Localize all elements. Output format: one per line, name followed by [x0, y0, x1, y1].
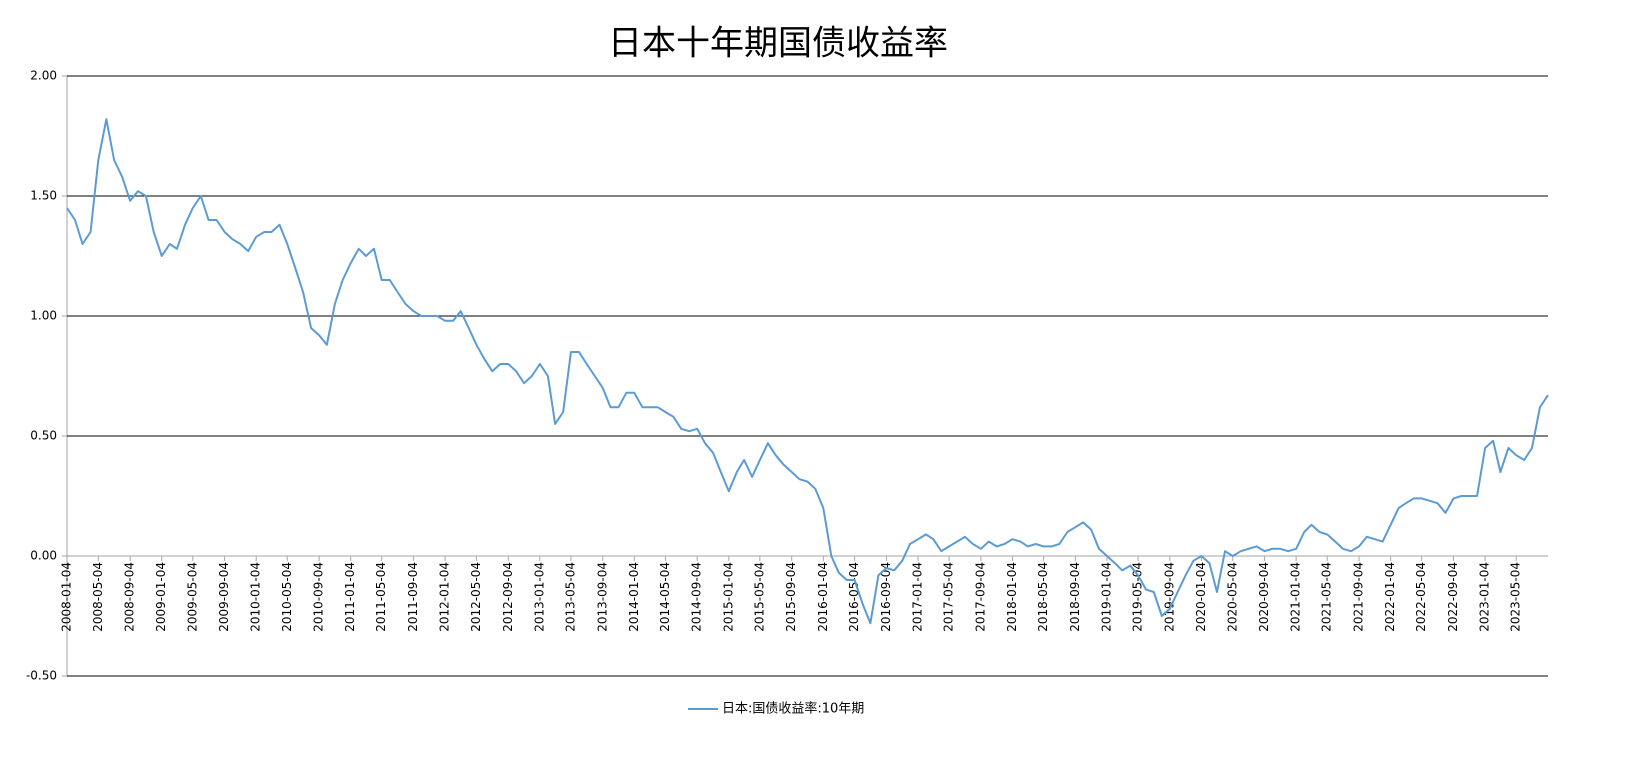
x-tick-label: 2018-05-04	[1036, 562, 1050, 632]
legend-label: 日本:国债收益率:10年期	[722, 701, 864, 717]
y-tick-label: -0.50	[26, 669, 57, 683]
x-tick-label: 2020-05-04	[1225, 562, 1239, 632]
x-tick-label: 2011-01-04	[343, 562, 357, 632]
x-tick-label: 2013-05-04	[563, 562, 577, 632]
x-tick-label: 2020-01-04	[1194, 562, 1208, 632]
y-tick-label: 0.00	[30, 549, 57, 563]
x-tick-label: 2009-09-04	[217, 562, 231, 632]
series-line	[66, 118, 1549, 625]
x-tick-label: 2012-01-04	[438, 562, 452, 632]
x-tick-label: 2021-05-04	[1320, 562, 1334, 632]
x-tick-label: 2008-05-04	[91, 562, 105, 632]
x-tick-label: 2015-01-04	[721, 562, 735, 632]
x-tick-label: 2008-09-04	[123, 562, 137, 632]
x-tick-label: 2023-01-04	[1478, 562, 1492, 632]
y-tick-label: 1.00	[30, 309, 57, 323]
x-tick-label: 2019-01-04	[1099, 562, 1113, 632]
x-tick-label: 2012-05-04	[469, 562, 483, 632]
x-tick-label: 2011-09-04	[406, 562, 420, 632]
x-tick-label: 2017-05-04	[942, 562, 956, 632]
y-tick-label: 2.00	[30, 69, 57, 83]
x-tick-label: 2014-05-04	[658, 562, 672, 632]
x-tick-label: 2015-09-04	[784, 562, 798, 632]
y-tick-label: 0.50	[30, 429, 57, 443]
x-tick-label: 2012-09-04	[501, 562, 515, 632]
x-tick-label: 2021-01-04	[1289, 562, 1303, 632]
chart-title: 日本十年期国债收益率	[608, 24, 948, 64]
x-tick-label: 2022-05-04	[1414, 562, 1428, 632]
x-tick-label: 2014-01-04	[627, 562, 641, 632]
x-tick-label: 2008-01-04	[60, 562, 74, 632]
x-tick-label: 2018-09-04	[1068, 562, 1082, 632]
x-tick-label: 2016-01-04	[816, 562, 830, 632]
x-tick-label: 2010-01-04	[249, 562, 263, 632]
x-tick-label: 2023-05-04	[1509, 562, 1523, 632]
x-tick-label: 2021-09-04	[1352, 562, 1366, 632]
x-tick-label: 2020-09-04	[1257, 562, 1271, 632]
x-tick-label: 2011-05-04	[374, 562, 388, 632]
x-tick-label: 2022-09-04	[1446, 562, 1460, 632]
x-tick-label: 2009-01-04	[154, 562, 168, 632]
y-tick-label: 1.50	[30, 189, 57, 203]
x-tick-label: 2010-09-04	[312, 562, 326, 632]
x-tick-label: 2010-05-04	[280, 562, 294, 632]
x-tick-label: 2016-05-04	[847, 562, 861, 632]
x-tick-label: 2013-01-04	[532, 562, 546, 632]
x-tick-label: 2022-01-04	[1383, 562, 1397, 632]
x-tick-label: 2015-05-04	[752, 562, 766, 632]
x-tick-label: 2019-09-04	[1162, 562, 1176, 632]
x-tick-label: 2016-09-04	[879, 562, 893, 632]
x-tick-label: 2017-09-04	[973, 562, 987, 632]
x-tick-label: 2009-05-04	[185, 562, 199, 632]
x-tick-label: 2013-09-04	[595, 562, 609, 632]
x-tick-label: 2018-01-04	[1005, 562, 1019, 632]
x-tick-label: 2014-09-04	[690, 562, 704, 632]
x-tick-label: 2019-05-04	[1131, 562, 1145, 632]
x-tick-label: 2017-01-04	[911, 562, 925, 632]
